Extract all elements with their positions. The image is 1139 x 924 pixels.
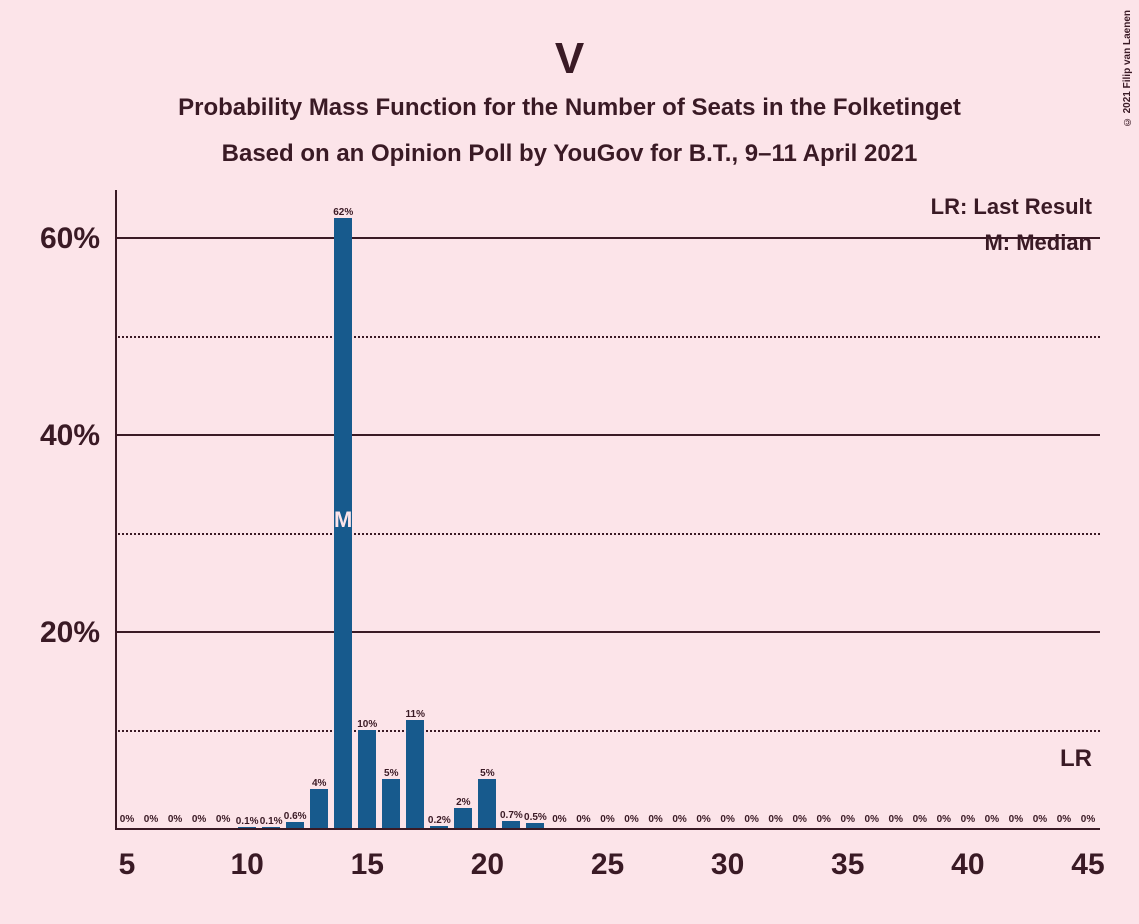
bar: 11% [406, 720, 424, 828]
bar-value-label: 0% [144, 814, 158, 825]
bar: 2% [454, 808, 472, 828]
bar-value-label: 0.7% [500, 810, 523, 821]
bar-value-label: 0% [744, 814, 758, 825]
x-tick-label: 35 [831, 848, 864, 882]
bar-value-label: 5% [384, 768, 398, 779]
bar: 0.6% [286, 822, 304, 828]
bar-value-label: 0% [624, 814, 638, 825]
x-tick-label: 5 [119, 848, 136, 882]
x-tick-label: 10 [230, 848, 263, 882]
bar-value-label: 4% [312, 778, 326, 789]
bar-value-label: 0% [576, 814, 590, 825]
x-tick-label: 40 [951, 848, 984, 882]
bar-value-label: 0% [816, 814, 830, 825]
bar-value-label: 0% [192, 814, 206, 825]
bar-value-label: 0% [937, 814, 951, 825]
bar: 0.7% [502, 821, 520, 828]
legend-m: M: Median [984, 230, 1092, 256]
grid-line-minor [115, 533, 1100, 535]
bar-value-label: 0% [1033, 814, 1047, 825]
bar-value-label: 0% [1009, 814, 1023, 825]
median-marker: M [334, 507, 352, 533]
bar-value-label: 0.6% [284, 811, 307, 822]
chart-title-sub1: Probability Mass Function for the Number… [0, 94, 1139, 122]
copyright-text: © 2021 Filip van Laenen [1122, 10, 1133, 127]
x-tick-label: 25 [591, 848, 624, 882]
grid-line-minor [115, 336, 1100, 338]
bar-value-label: 0% [913, 814, 927, 825]
bar-value-label: 0.5% [524, 812, 547, 823]
bar: 0.5% [526, 823, 544, 828]
y-tick-label: 60% [40, 222, 100, 256]
bar-value-label: 2% [456, 797, 470, 808]
bar-value-label: 0.2% [428, 815, 451, 826]
bar-value-label: 0% [961, 814, 975, 825]
bar-value-label: 11% [406, 709, 425, 720]
bar: 0.1% [262, 827, 280, 828]
y-tick-label: 40% [40, 419, 100, 453]
bar: 5% [382, 779, 400, 828]
bar-value-label: 10% [357, 719, 377, 730]
x-tick-label: 20 [471, 848, 504, 882]
last-result-marker: LR [1060, 745, 1092, 773]
bar-value-label: 0% [841, 814, 855, 825]
grid-line-minor [115, 730, 1100, 732]
bar-value-label: 0.1% [236, 816, 259, 827]
bar-value-label: 0% [120, 814, 134, 825]
bar-value-label: 0% [720, 814, 734, 825]
bar-value-label: 5% [480, 768, 494, 779]
bar-value-label: 0% [985, 814, 999, 825]
bar-value-label: 0% [889, 814, 903, 825]
grid-line-major [115, 631, 1100, 633]
bar-value-label: 0% [696, 814, 710, 825]
bar-value-label: 0.1% [260, 816, 283, 827]
bar: 4% [310, 789, 328, 828]
bar-value-label: 0% [552, 814, 566, 825]
bar-value-label: 0% [792, 814, 806, 825]
y-axis [115, 190, 117, 830]
x-axis [115, 828, 1100, 830]
bar: 10% [358, 730, 376, 828]
bar-value-label: 0% [168, 814, 182, 825]
bar-value-label: 0% [600, 814, 614, 825]
grid-line-major [115, 237, 1100, 239]
chart-area: LR: Last Result M: Median 20%40%60%51015… [115, 190, 1100, 830]
bar-value-label: 0% [1081, 814, 1095, 825]
bar-value-label: 0% [865, 814, 879, 825]
bar-value-label: 0% [648, 814, 662, 825]
x-tick-label: 45 [1071, 848, 1104, 882]
bar-value-label: 0% [1057, 814, 1071, 825]
y-tick-label: 20% [40, 616, 100, 650]
x-tick-label: 30 [711, 848, 744, 882]
grid-line-major [115, 434, 1100, 436]
bar-value-label: 62% [333, 207, 353, 218]
x-tick-label: 15 [351, 848, 384, 882]
legend-lr: LR: Last Result [931, 194, 1092, 220]
bar-value-label: 0% [216, 814, 230, 825]
bar: 5% [478, 779, 496, 828]
bar: 0.1% [238, 827, 256, 828]
chart-title-main: V [0, 34, 1139, 84]
bar-value-label: 0% [672, 814, 686, 825]
bar-value-label: 0% [768, 814, 782, 825]
bar: 0.2% [430, 826, 448, 828]
chart-title-sub2: Based on an Opinion Poll by YouGov for B… [0, 140, 1139, 168]
